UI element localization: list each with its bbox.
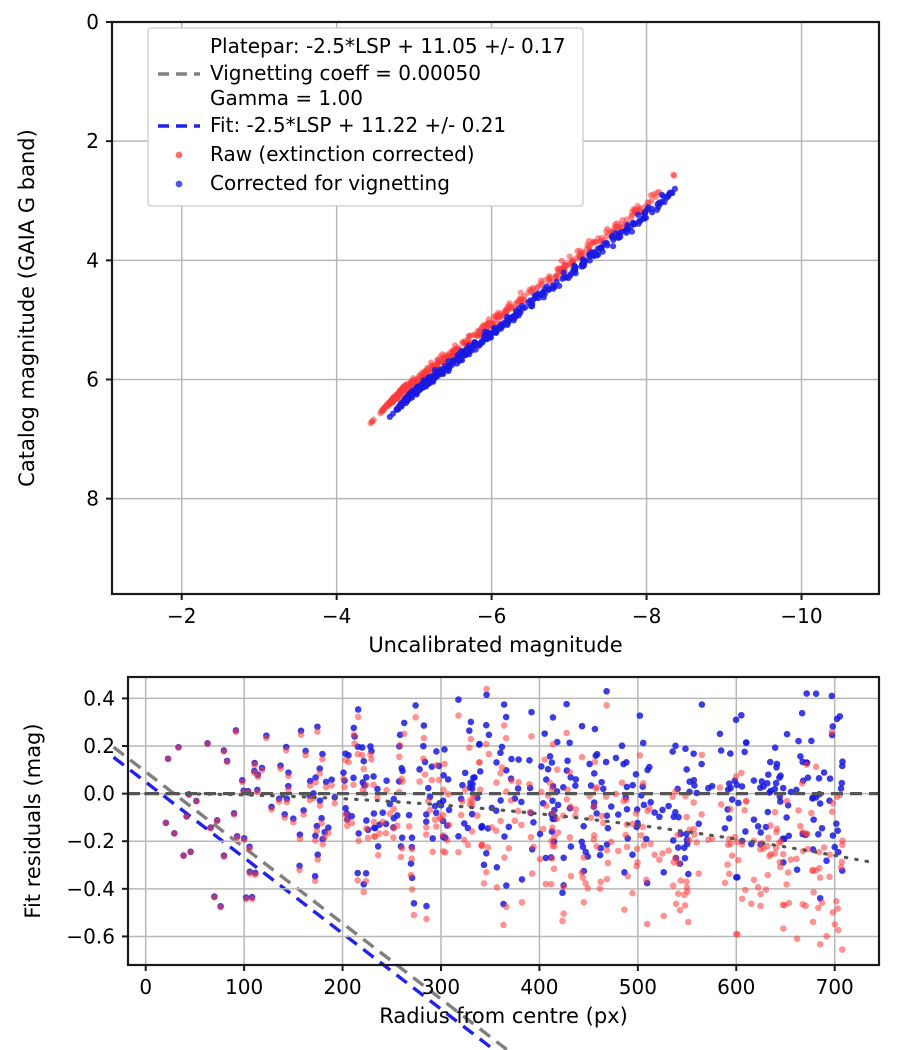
top-panel-yaxis-label: Catalog magnitude (GAIA G band) bbox=[15, 129, 39, 487]
top-ytick-label: 8 bbox=[86, 487, 99, 511]
legend-background bbox=[147, 27, 584, 207]
legend-dot-swatch bbox=[175, 180, 183, 188]
bottom-xtick-label: 0 bbox=[139, 975, 152, 999]
top-xtick-label: −4 bbox=[322, 604, 351, 628]
bottom-ytick-label: 0.2 bbox=[83, 734, 115, 758]
top-panel-legend: Platepar: -2.5*LSP + 11.05 +/- 0.17 Vigne… bbox=[147, 27, 584, 207]
top-ytick-label: 2 bbox=[86, 129, 99, 153]
legend-entry-label: Fit: -2.5*LSP + 11.22 +/- 0.21 bbox=[210, 113, 506, 137]
legend-entry-label: Vignetting coeff = 0.00050 bbox=[210, 61, 481, 85]
bottom-xtick-label: 400 bbox=[520, 975, 558, 999]
legend-dot-swatch bbox=[175, 151, 183, 159]
top-panel-xaxis-label: Uncalibrated magnitude bbox=[368, 633, 622, 657]
bottom-panel-axes-frame bbox=[126, 675, 881, 967]
top-xtick-label: −6 bbox=[477, 604, 506, 628]
legend-entry-label: Gamma = 1.00 bbox=[210, 86, 363, 110]
top-ytick-label: 0 bbox=[86, 10, 99, 34]
bottom-ytick-label: −0.4 bbox=[66, 877, 115, 901]
top-xtick-label: −8 bbox=[632, 604, 661, 628]
bottom-panel: 0 100 200 300 400 500 600 700 0.4 0.2 0.0 −0.2 −0.4 −… bbox=[21, 675, 881, 1028]
bottom-ytick-label: 0.0 bbox=[83, 782, 115, 806]
bottom-panel-xaxis-label: Radius from centre (px) bbox=[379, 1004, 628, 1028]
bottom-panel-reference-lines bbox=[128, 792, 879, 864]
top-panel-axes-frame bbox=[110, 20, 881, 596]
legend-entry-label: Platepar: -2.5*LSP + 11.05 +/- 0.17 bbox=[210, 34, 566, 58]
bottom-panel-data bbox=[162, 685, 846, 953]
bottom-ytick-label: 0.4 bbox=[83, 686, 115, 710]
legend-entry-label: Corrected for vignetting bbox=[210, 171, 450, 195]
bottom-xtick-label: 300 bbox=[422, 975, 460, 999]
top-xtick-label: −2 bbox=[167, 604, 196, 628]
vignetting-model-curve bbox=[144, 792, 874, 864]
top-ytick-label: 6 bbox=[86, 368, 99, 392]
bottom-xtick-label: 200 bbox=[323, 975, 361, 999]
top-panel-data bbox=[367, 171, 679, 427]
legend-entry-label: Raw (extinction corrected) bbox=[210, 142, 475, 166]
bottom-xtick-label: 700 bbox=[816, 975, 854, 999]
top-xtick-label: −10 bbox=[780, 604, 822, 628]
bottom-ytick-label: −0.6 bbox=[66, 924, 115, 948]
bottom-xtick-label: 500 bbox=[619, 975, 657, 999]
top-ytick-label: 4 bbox=[86, 248, 99, 272]
bottom-panel-tick-labels: 0 100 200 300 400 500 600 700 0.4 0.2 0.0 −0.2 −0.4 −… bbox=[66, 686, 853, 999]
bottom-panel-yaxis-label: Fit residuals (mag) bbox=[21, 723, 45, 918]
bottom-xtick-label: 100 bbox=[225, 975, 263, 999]
top-panel-tick-labels: −2 −4 −6 −8 −10 0 2 4 6 8 bbox=[86, 10, 822, 628]
bottom-ytick-label: −0.2 bbox=[66, 829, 115, 853]
bottom-xtick-label: 600 bbox=[717, 975, 755, 999]
